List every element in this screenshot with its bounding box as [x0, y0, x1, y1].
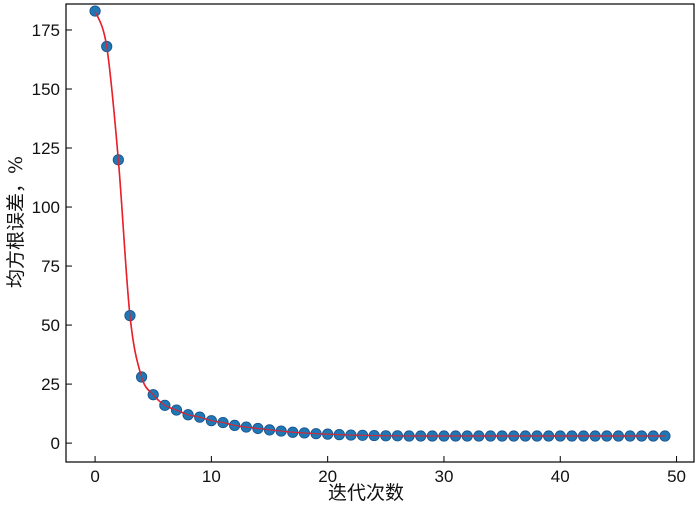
y-tick-label: 175	[32, 21, 60, 40]
y-tick-label: 100	[32, 198, 60, 217]
y-tick-label: 25	[41, 375, 60, 394]
y-tick-label: 150	[32, 80, 60, 99]
x-tick-label: 20	[318, 467, 337, 486]
y-tick-label: 125	[32, 139, 60, 158]
x-tick-label: 50	[667, 467, 686, 486]
x-tick-label: 30	[435, 467, 454, 486]
y-tick-label: 75	[41, 257, 60, 276]
x-axis: 0 10 20 30 40 50	[90, 456, 686, 486]
x-axis-title: 迭代次数	[328, 482, 404, 504]
x-tick-label: 0	[90, 467, 99, 486]
plot-frame	[65, 3, 695, 463]
series-curve-overlay	[94, 10, 665, 437]
x-tick-label: 10	[202, 467, 221, 486]
y-axis: 0 25 50 75 100 125 150 175	[32, 21, 72, 453]
plot-border	[65, 3, 695, 463]
series-line	[94, 10, 665, 437]
y-tick-label: 0	[51, 434, 60, 453]
series-points	[89, 5, 671, 442]
series-curve	[94, 10, 665, 437]
y-axis-title: 均方根误差，%	[5, 156, 27, 288]
x-tick-label: 40	[551, 467, 570, 486]
y-tick-label: 50	[41, 316, 60, 335]
